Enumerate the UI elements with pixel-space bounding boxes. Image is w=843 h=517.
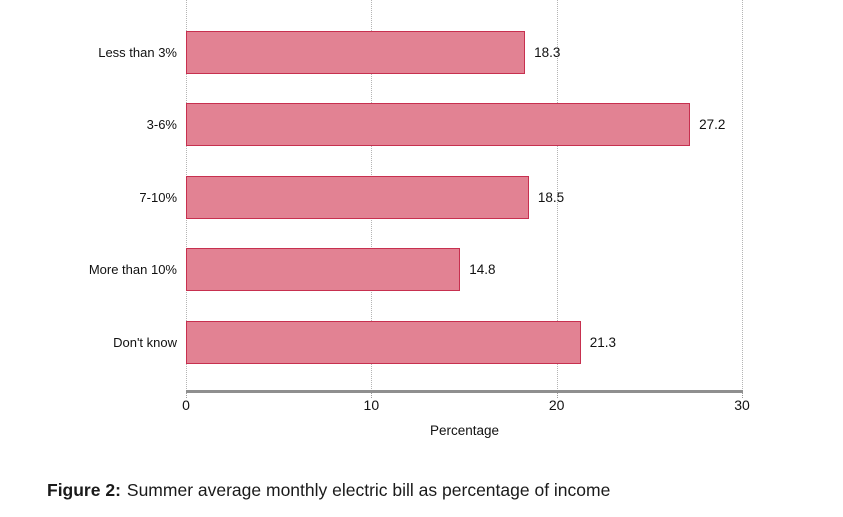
gridline-x-20 (556, 0, 558, 391)
x-axis-line (186, 390, 743, 393)
x-tick-label-20: 20 (548, 397, 565, 413)
x-tick-30 (742, 393, 743, 398)
x-tick-0 (186, 393, 187, 398)
bar-2 (186, 175, 529, 219)
x-tick-label-0: 0 (182, 397, 190, 413)
x-tick-label-10: 10 (363, 397, 380, 413)
x-axis-title: Percentage (429, 423, 500, 438)
figure-caption-prefix: Figure 2: (47, 480, 121, 500)
category-label-3: More than 10% (88, 262, 177, 278)
x-tick-label-30: 30 (734, 397, 750, 413)
gridline-x-30 (742, 0, 743, 391)
bar-1 (186, 103, 691, 147)
value-label-2: 18.5 (537, 189, 565, 205)
value-label-4: 21.3 (589, 334, 617, 350)
category-label-4: Don't know (113, 334, 177, 350)
value-label-1: 27.2 (699, 117, 726, 133)
category-label-0: Less than 3% (98, 45, 177, 60)
category-label-2: 7-10% (139, 189, 177, 205)
bar-3 (186, 248, 461, 292)
value-label-3: 14.8 (469, 262, 496, 278)
bar-0 (186, 31, 526, 74)
bar-chart-plot: 0 10 20 30 Percentage (182, 0, 750, 438)
value-label-0: 18.3 (534, 45, 561, 60)
x-tick-20 (556, 393, 558, 398)
category-label-1: 3-6% (146, 117, 177, 133)
figure-caption-text: Summer average monthly electric bill as … (126, 480, 611, 500)
figure-caption: Figure 2: Summer average monthly electric… (47, 480, 610, 501)
bar-4 (186, 320, 581, 364)
x-tick-10 (371, 393, 373, 398)
